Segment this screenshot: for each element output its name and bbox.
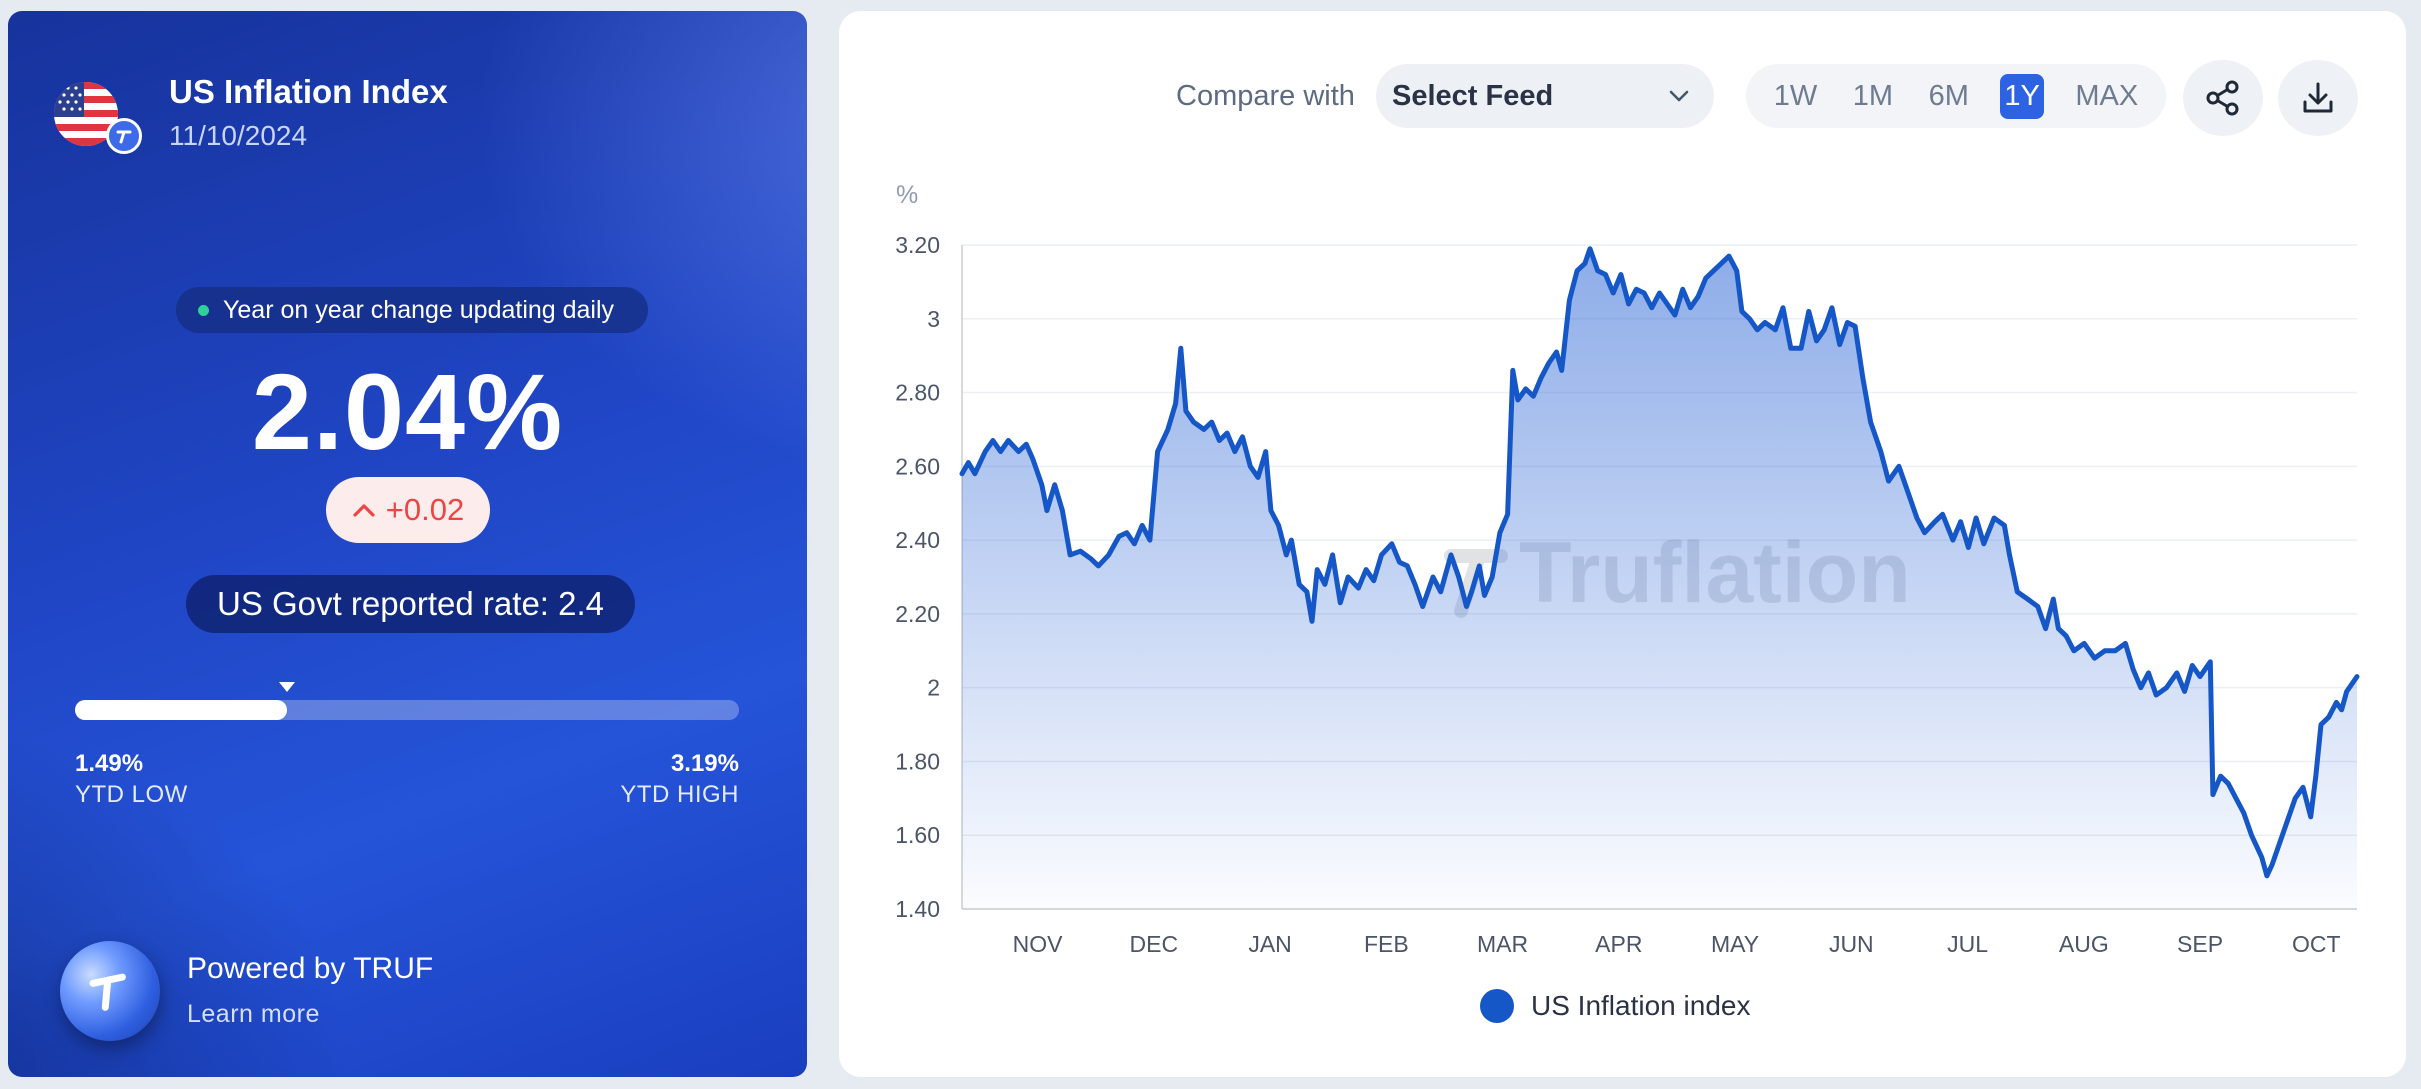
compare-label: Compare with	[1176, 80, 1355, 112]
y-tick-label: 1.80	[895, 748, 940, 774]
range-button-1w[interactable]: 1W	[1773, 79, 1818, 112]
time-range-selector: 1W 1M 6M 1Y MAX	[1746, 64, 2166, 128]
x-tick-label: MAY	[1711, 931, 1759, 957]
ytd-range-bar	[75, 682, 739, 720]
legend-label: US Inflation index	[1531, 990, 1751, 1021]
change-badge: +0.02	[326, 477, 490, 543]
current-position-marker	[279, 682, 295, 692]
x-tick-label: MAR	[1477, 931, 1528, 957]
live-status-label: Year on year change updating daily	[223, 295, 615, 324]
x-tick-label: SEP	[2177, 931, 2223, 957]
ytd-low-value: 1.49%	[75, 750, 144, 777]
y-tick-label: 2.40	[895, 527, 940, 553]
y-tick-label: 3	[927, 306, 940, 332]
series-line	[959, 246, 2360, 879]
y-tick-label: 2.60	[895, 453, 940, 479]
live-status-pill: Year on year change updating daily	[176, 287, 648, 333]
chart-panel: Compare with Select Feed 1W 1M 6M 1Y MAX…	[839, 11, 2406, 1077]
x-tick-label: FEB	[1364, 931, 1409, 957]
us-flag-icon	[54, 82, 118, 146]
inflation-chart-svg: % 3.20 3 2.80 2.60 2.40 2.20 2 1.80 1.60 1.40 NOV DE…	[895, 181, 2360, 957]
y-tick-label: 3.20	[895, 232, 940, 258]
x-tick-label: NOV	[1013, 931, 1064, 957]
chevron-down-icon	[1669, 90, 1689, 102]
ytd-low-label: YTD LOW	[75, 781, 188, 808]
truf-logo-icon	[50, 931, 170, 1051]
legend-swatch	[1480, 989, 1514, 1023]
ytd-high-label: YTD HIGH	[620, 781, 739, 808]
range-button-max[interactable]: MAX	[2075, 79, 2139, 112]
learn-more-link[interactable]: Learn more	[187, 1000, 320, 1028]
ytd-high-value: 3.19%	[670, 750, 739, 777]
x-tick-label: DEC	[1130, 931, 1179, 957]
y-axis-unit-label: %	[896, 181, 918, 209]
range-button-1y[interactable]: 1Y	[2000, 73, 2044, 119]
y-tick-label: 1.40	[895, 896, 940, 922]
ytd-range-fill	[75, 700, 287, 720]
x-tick-label: AUG	[2059, 931, 2109, 957]
gov-reported-rate: US Govt reported rate: 2.4	[186, 575, 635, 633]
download-button[interactable]	[2278, 60, 2358, 136]
x-tick-label: OCT	[2292, 931, 2341, 957]
truflation-badge-icon	[106, 118, 142, 154]
y-tick-label: 1.60	[895, 822, 940, 848]
x-tick-label: JAN	[1248, 931, 1291, 957]
select-feed-dropdown[interactable]: Select Feed	[1376, 64, 1714, 128]
chart-legend: US Inflation index	[1480, 989, 1750, 1023]
current-inflation-value: 2.04%	[251, 351, 564, 472]
y-tick-label: 2	[927, 675, 940, 701]
live-dot-icon	[198, 304, 209, 316]
card-date: 11/10/2024	[169, 120, 308, 151]
x-tick-label: APR	[1595, 931, 1642, 957]
download-icon	[2303, 82, 2333, 113]
flag-group	[54, 70, 152, 154]
series-area	[962, 248, 2357, 909]
select-feed-value: Select Feed	[1392, 79, 1554, 112]
inflation-summary-card: US Inflation Index 11/10/2024 Year on ye…	[8, 11, 807, 1077]
card-title: US Inflation Index	[169, 73, 448, 110]
share-button[interactable]	[2183, 60, 2263, 136]
range-button-1m[interactable]: 1M	[1852, 79, 1894, 112]
change-value: +0.02	[385, 492, 465, 527]
arrow-up-icon	[353, 504, 375, 517]
x-tick-label: JUN	[1829, 931, 1874, 957]
inflation-chart: % 3.20 3 2.80 2.60 2.40 2.20 2 1.80 1.60 1.40 NOV DE…	[839, 161, 2406, 971]
share-icon	[2206, 80, 2239, 116]
x-tick-label: JUL	[1947, 931, 1988, 957]
y-tick-label: 2.80	[895, 380, 940, 406]
y-tick-label: 2.20	[895, 601, 940, 627]
powered-by-label: Powered by TRUF	[187, 952, 434, 985]
range-button-6m[interactable]: 6M	[1928, 79, 1969, 112]
